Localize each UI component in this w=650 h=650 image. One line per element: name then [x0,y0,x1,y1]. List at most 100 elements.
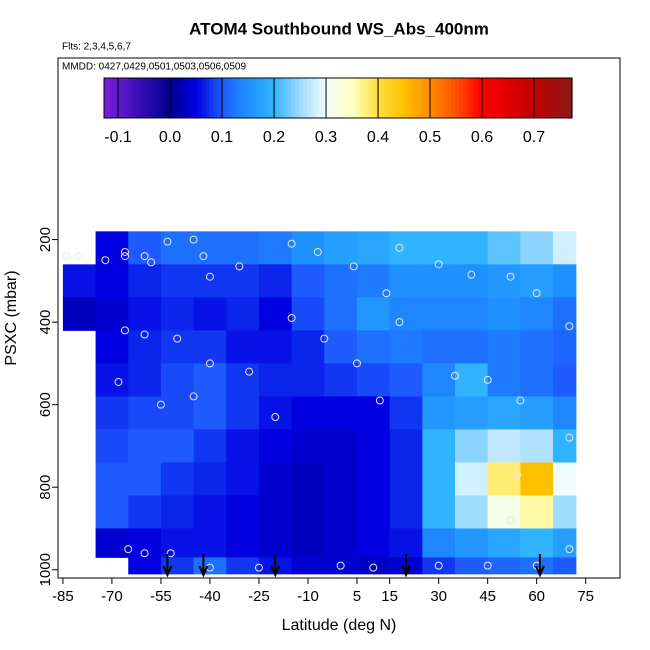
heat-cell [95,462,129,496]
heat-cell [324,429,358,463]
heat-cell [520,363,554,397]
colorbar-swatch [361,78,366,118]
heat-cell [356,557,391,575]
colorbar-swatch [213,78,218,118]
heat-cell [291,396,325,430]
colorbar-swatch [310,78,316,118]
colorbar-swatch [392,78,398,118]
observation-point [395,318,404,327]
heat-cell [128,495,162,529]
colorbar-swatch [416,78,421,118]
heat-cell [454,429,489,463]
observation-point [75,252,84,261]
y-tick-label: 800 [37,475,54,500]
colorbar-swatch [536,78,542,118]
y-tick-label: 400 [37,310,54,335]
colorbar-swatch [193,78,199,118]
colorbar-tick-label: 0.2 [263,129,285,146]
heat-cell [553,462,577,496]
heat-cell [487,297,521,331]
observation-point [349,262,358,271]
heat-cell [193,330,227,364]
heat-cell [487,396,521,430]
colorbar-swatch [540,78,546,118]
colorbar-swatch [256,78,261,118]
observation-point [450,371,459,380]
colorbar-swatch [509,78,515,118]
heat-cell [553,557,577,575]
heat-cell [258,528,293,558]
observation-point [434,260,443,269]
colorbar-swatch [548,78,554,118]
heat-cell [95,330,129,364]
colorbar-swatch [435,78,440,118]
observation-point [369,563,378,572]
colorbar-swatch [529,78,534,118]
colorbar-swatch [107,78,113,118]
colorbar-tick-label: 0.1 [211,129,233,146]
heat-cell [62,297,97,331]
observation-point [375,396,384,405]
heat-cell [553,231,577,265]
colorbar-swatch [560,78,565,118]
colorbar-swatch [154,78,160,118]
heat-cell [95,363,129,397]
observation-point [120,326,129,335]
heat-cell [422,396,456,430]
observation-point [140,330,149,339]
colorbar-swatch [139,78,144,118]
observation-point [189,235,198,244]
heat-cell [487,528,521,558]
observation-point [467,270,476,279]
profile-arrow [198,554,209,578]
colorbar-swatch [306,78,312,118]
colorbar-swatch [497,78,503,118]
colorbar-swatch [111,78,117,118]
colorbar-swatch [556,78,561,118]
heat-cell [389,297,423,331]
x-tick-label: 5 [353,588,361,605]
observation-point [189,392,198,401]
colorbar-swatch [466,78,472,118]
colorbar-swatch [412,78,417,118]
heat-cell [454,396,489,430]
heat-cell [520,330,554,364]
colorbar-swatch [185,78,191,118]
heat-cell [291,528,325,558]
heat-cell [324,231,358,265]
heat-cell [324,462,358,496]
colorbar-swatch [131,78,136,118]
colorbar-swatch [513,78,518,118]
heat-cell [356,363,391,397]
observation-point [565,322,574,331]
x-tick-label: 30 [430,588,447,605]
profile-arrow [535,554,545,578]
observation-point [147,258,156,267]
observation-point [166,549,175,558]
colorbar-swatch [314,78,320,118]
heat-cell [226,264,260,298]
heat-cell [128,462,162,496]
heat-cell [389,429,423,463]
colorbar-swatch [158,78,164,118]
x-tick-label: -70 [101,588,123,605]
heat-cell [356,330,391,364]
observation-point [124,545,133,554]
heat-cell [454,363,489,397]
colorbar-swatch [384,78,390,118]
colorbar-swatch [318,78,323,118]
heat-cell [487,557,521,575]
subtitle: Flts: 2,3,4,5,6,7 [62,42,131,53]
heat-cell [553,495,577,529]
observation-point [434,561,443,570]
x-tick-label: -10 [297,588,319,605]
colorbar-swatch [209,78,214,118]
observation-point [565,433,574,442]
heat-cell [193,396,227,430]
colorbar-swatch [455,78,460,118]
observation-point [483,561,492,570]
heat-cell [422,528,456,558]
heat-cell [128,330,162,364]
heat-cell [128,363,162,397]
observation-point [173,334,182,343]
